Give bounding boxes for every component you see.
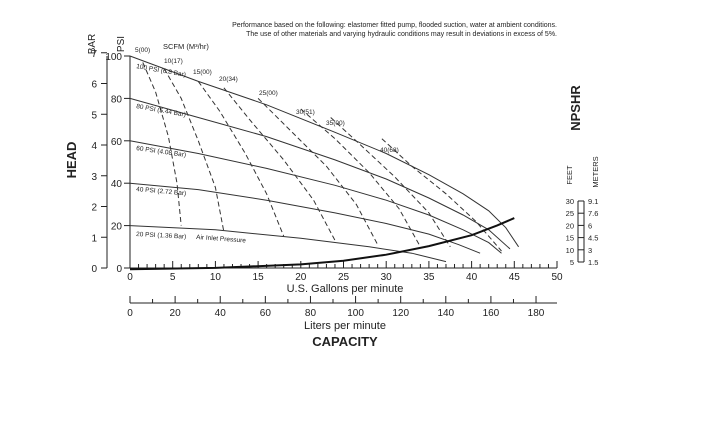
meters-axis-label: METERS <box>591 156 600 187</box>
scfm-label-30: 30(51) <box>296 109 315 116</box>
air-curve-4 <box>257 98 379 245</box>
liters-tick-label: 20 <box>170 308 182 319</box>
feet-tick-label: 30 <box>566 197 574 206</box>
axis-ticks: 0 5 10 15 20 25 30 35 40 45 500 20 40 60 80 100 120 140 16… <box>91 49 598 319</box>
capacity-caption: CAPACITY <box>312 334 378 349</box>
x-tick-label: 15 <box>253 272 265 283</box>
liters-tick-label: 180 <box>528 308 545 319</box>
liters-tick-label: 0 <box>127 308 133 319</box>
meters-tick-label: 9.1 <box>588 197 598 206</box>
bar-tick-label: 7 <box>91 49 97 60</box>
x-tick-label: 50 <box>551 272 563 283</box>
psi-tick-label: 20 <box>111 222 123 233</box>
liters-tick-label: 80 <box>305 308 317 319</box>
label-20psi: 20 PSI (1.36 Bar) <box>136 231 187 241</box>
bar-tick-label: 1 <box>91 233 97 244</box>
label-80psi: 80 PSI (5.44 Bar) <box>136 103 187 119</box>
label-air-inlet: Air Inlet Pressure <box>196 234 247 244</box>
head-caption: HEAD <box>64 142 79 179</box>
liters-tick-label: 160 <box>483 308 500 319</box>
x-secondary-label: Liters per minute <box>304 320 386 332</box>
x-primary-label: U.S. Gallons per minute <box>287 283 404 295</box>
x-tick-label: 20 <box>295 272 307 283</box>
bar-tick-label: 4 <box>91 141 97 152</box>
scfm-label-10: 10(17) <box>164 58 183 65</box>
x-tick-label: 35 <box>423 272 435 283</box>
air-curve-7 <box>381 138 502 252</box>
note-line-1: Performance based on the following: elas… <box>232 22 557 29</box>
scfm-label-35: 35(00) <box>326 120 345 127</box>
feet-axis-label: FEET <box>565 165 574 185</box>
scfm-label-15: 15(00) <box>193 69 212 76</box>
x-tick-label: 40 <box>466 272 478 283</box>
feet-tick-label: 20 <box>566 221 574 230</box>
air-curve-2 <box>197 81 285 237</box>
bar-tick-label: 6 <box>91 80 97 91</box>
psi-tick-label: 0 <box>116 264 122 275</box>
scfm-header: SCFM (M³/hr) <box>163 42 209 51</box>
npshr-caption: NPSHR <box>568 85 583 131</box>
scfm-label-25: 25(00) <box>259 90 278 97</box>
scfm-label-5: 5(00) <box>135 47 150 54</box>
psi-axis-label: PSI <box>116 36 127 52</box>
label-60psi: 60 PSI (4.08 Bar) <box>136 145 187 159</box>
scfm-label-40: 40(68) <box>380 147 399 154</box>
pressure-curve-3 <box>129 182 481 254</box>
psi-tick-label: 80 <box>111 94 123 105</box>
feet-tick-label: 10 <box>566 246 574 255</box>
psi-tick-label: 60 <box>111 137 123 148</box>
meters-tick-label: 4.5 <box>588 234 598 243</box>
x-tick-label: 30 <box>381 272 393 283</box>
note-line-2: The use of other materials and varying h… <box>246 31 557 38</box>
liters-tick-label: 60 <box>260 308 272 319</box>
pressure-curve-0 <box>129 55 520 248</box>
meters-tick-label: 6 <box>588 221 592 230</box>
x-tick-label: 10 <box>210 272 222 283</box>
curves <box>129 55 520 271</box>
air-curve-0 <box>142 62 182 226</box>
x-tick-label: 25 <box>338 272 350 283</box>
air-curve-3 <box>223 87 336 241</box>
label-40psi: 40 PSI (2.72 Bar) <box>136 186 187 197</box>
psi-tick-label: 40 <box>111 179 123 190</box>
scfm-label-20: 20(34) <box>219 76 238 83</box>
air-curve-1 <box>163 68 225 233</box>
bar-tick-label: 5 <box>91 110 97 121</box>
meters-tick-label: 7.6 <box>588 209 598 218</box>
liters-tick-label: 100 <box>347 308 364 319</box>
bar-tick-label: 2 <box>91 203 97 214</box>
x-tick-label: 45 <box>509 272 521 283</box>
liters-tick-label: 120 <box>392 308 409 319</box>
x-tick-label: 0 <box>127 272 133 283</box>
feet-tick-label: 25 <box>566 209 574 218</box>
pressure-curve-2 <box>129 140 502 254</box>
air-curve-6 <box>330 117 451 248</box>
bar-axis-label: BAR <box>87 34 98 55</box>
bar-tick-label: 0 <box>91 264 97 275</box>
liters-tick-label: 140 <box>437 308 454 319</box>
meters-tick-label: 3 <box>588 246 592 255</box>
pressure-curve-4 <box>129 225 447 263</box>
label-100psi: 100 PSI (6.8 Bar) <box>136 63 187 79</box>
feet-tick-label: 5 <box>570 258 574 267</box>
meters-tick-label: 1.5 <box>588 258 598 267</box>
x-tick-label: 5 <box>170 272 176 283</box>
psi-tick-label: 100 <box>105 52 122 63</box>
air-curve-5 <box>300 108 421 248</box>
liters-tick-label: 40 <box>215 308 227 319</box>
bar-tick-label: 3 <box>91 172 97 183</box>
npshr-curve <box>129 217 515 271</box>
feet-tick-label: 15 <box>566 234 574 243</box>
pressure-curve-1 <box>129 97 511 250</box>
